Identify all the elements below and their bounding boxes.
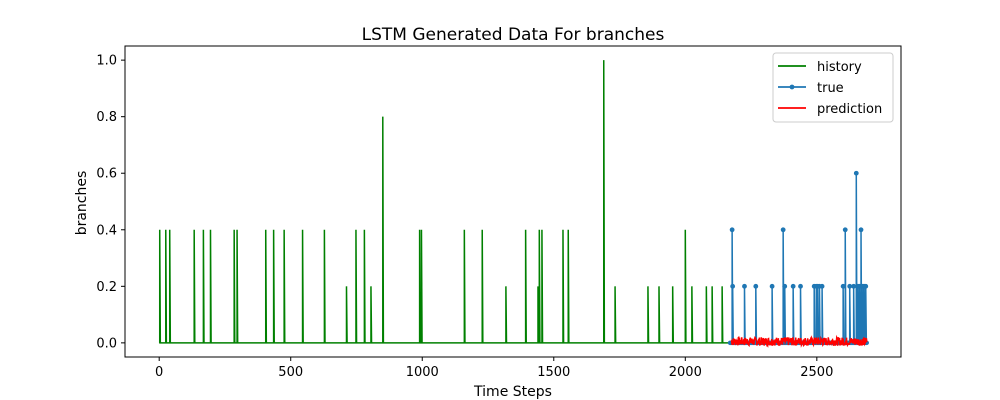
x-tick-label: 1000 (406, 365, 439, 380)
series-true-point (780, 227, 786, 233)
x-tick-label: 1500 (537, 365, 570, 380)
series-prediction-line (730, 334, 868, 348)
legend-label-true: true (817, 81, 844, 96)
series-true-point (842, 227, 848, 233)
legend: history true prediction (772, 52, 894, 123)
plot-area (158, 60, 870, 348)
y-tick-label: 0.2 (96, 280, 117, 295)
series-true-point (729, 227, 735, 233)
plot-frame (124, 45, 902, 358)
series-history-line (158, 60, 732, 344)
series-true-point (753, 283, 759, 289)
legend-label-prediction: prediction (817, 102, 882, 117)
x-axis: 0 500 1000 1500 2000 2500 (155, 357, 833, 380)
legend-label-history: history (817, 60, 862, 75)
y-tick-label: 0.6 (96, 167, 117, 182)
x-axis-label: Time Steps (473, 384, 552, 400)
legend-box (772, 52, 894, 123)
y-axis-label: branches (74, 171, 90, 236)
y-tick-label: 1.0 (96, 54, 117, 69)
x-tick-label: 0 (155, 365, 163, 380)
x-tick-label: 2500 (800, 365, 833, 380)
y-axis: 0.0 0.2 0.4 0.6 0.8 1.0 (96, 54, 125, 351)
series-true-point (782, 283, 788, 289)
legend-marker-true (789, 84, 795, 90)
y-tick-label: 0.8 (96, 110, 117, 125)
series-true-point (853, 170, 859, 176)
series-true-point (847, 283, 853, 289)
series-true-point (819, 283, 825, 289)
series-true-point (742, 283, 747, 289)
y-tick-label: 0.0 (96, 336, 117, 351)
series-true-point (851, 283, 857, 289)
y-tick-label: 0.4 (96, 223, 117, 238)
series-true-point (769, 283, 775, 289)
series-true-point (798, 283, 803, 289)
series-true-point (790, 283, 796, 289)
series-true-point (730, 283, 736, 289)
chart-title: LSTM Generated Data For branches (362, 25, 665, 45)
x-tick-label: 2000 (669, 365, 702, 380)
series-true-point (858, 227, 864, 233)
series-true-point (863, 283, 869, 289)
series-true-point (840, 283, 846, 289)
x-tick-label: 500 (278, 365, 303, 380)
series-true-point (857, 283, 862, 289)
